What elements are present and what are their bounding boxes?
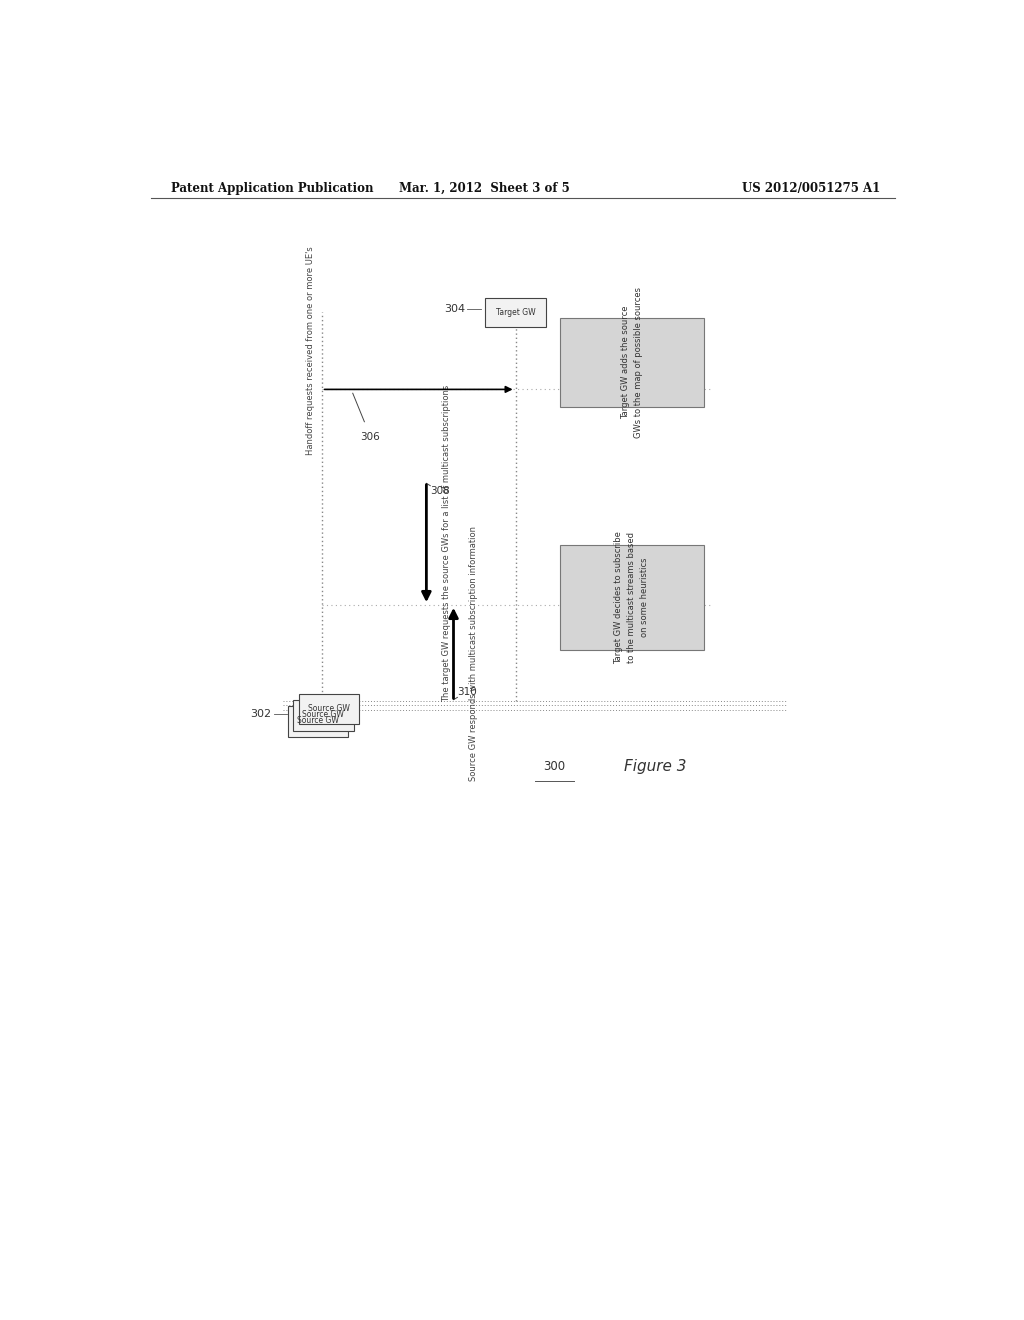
- Text: Target GW adds the source
GWs to the map of possible sources: Target GW adds the source GWs to the map…: [621, 286, 643, 438]
- FancyBboxPatch shape: [299, 693, 359, 725]
- FancyBboxPatch shape: [560, 545, 703, 649]
- Text: The target GW requests the source GWs for a list of multicast subscriptions: The target GW requests the source GWs fo…: [442, 384, 451, 702]
- Text: 308: 308: [430, 486, 450, 495]
- FancyBboxPatch shape: [288, 706, 348, 737]
- Text: Mar. 1, 2012  Sheet 3 of 5: Mar. 1, 2012 Sheet 3 of 5: [399, 182, 570, 194]
- Text: Source GW responds with multicast subscription information: Source GW responds with multicast subscr…: [469, 525, 478, 780]
- Text: Figure 3: Figure 3: [624, 759, 686, 775]
- Text: Target GW decides to subscribe
to the multicast streams based
on some heuristics: Target GW decides to subscribe to the mu…: [614, 531, 649, 664]
- Text: 306: 306: [360, 432, 380, 442]
- FancyBboxPatch shape: [293, 700, 353, 730]
- Text: 310: 310: [458, 688, 477, 697]
- Text: US 2012/0051275 A1: US 2012/0051275 A1: [741, 182, 880, 194]
- Text: Source GW: Source GW: [302, 710, 344, 719]
- FancyBboxPatch shape: [485, 298, 546, 327]
- Text: Target GW: Target GW: [496, 308, 536, 317]
- Text: 304: 304: [444, 304, 465, 314]
- Text: Handoff requests received from one or more UE's: Handoff requests received from one or mo…: [305, 247, 314, 455]
- Text: Source GW: Source GW: [308, 704, 349, 713]
- Text: 300: 300: [543, 760, 565, 774]
- Text: Source GW: Source GW: [297, 715, 339, 725]
- Text: Patent Application Publication: Patent Application Publication: [171, 182, 373, 194]
- FancyBboxPatch shape: [560, 318, 703, 407]
- Text: 302: 302: [250, 709, 271, 719]
